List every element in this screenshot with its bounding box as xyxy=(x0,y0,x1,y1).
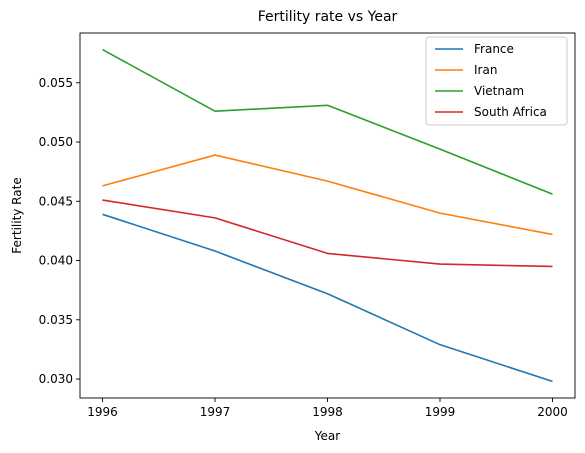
series-line-south-africa xyxy=(102,199,553,268)
y-tick-label: 0.055 xyxy=(39,76,73,90)
x-tick-label: 1997 xyxy=(200,405,231,419)
legend-label: Vietnam xyxy=(474,84,524,98)
y-tick-label: 0.050 xyxy=(39,135,73,149)
y-axis: 0.030 0.035 0.040 0.045 0.050 0.055 xyxy=(39,76,80,386)
x-tick-label: 1998 xyxy=(312,405,343,419)
y-axis-label: Fertility Rate xyxy=(10,177,24,253)
series-line-iran xyxy=(102,154,553,236)
y-tick-label: 0.040 xyxy=(39,254,73,268)
legend-label: Iran xyxy=(474,63,497,77)
legend: France Iran Vietnam South Africa xyxy=(425,36,568,126)
x-tick-label: 1999 xyxy=(425,405,456,419)
x-axis: 1996 1997 1998 1999 2000 xyxy=(87,398,568,419)
x-axis-label: Year xyxy=(314,429,340,443)
chart-title: Fertility rate vs Year xyxy=(258,9,398,25)
series-line-france xyxy=(102,213,553,383)
x-tick-label: 2000 xyxy=(537,405,568,419)
legend-label: France xyxy=(474,42,514,56)
x-tick-label: 1996 xyxy=(87,405,118,419)
y-tick-label: 0.035 xyxy=(39,313,73,327)
y-tick-label: 0.030 xyxy=(39,372,73,386)
y-tick-label: 0.045 xyxy=(39,194,73,208)
legend-label: South Africa xyxy=(474,105,547,119)
series-line-vietnam xyxy=(102,48,553,195)
legend-box xyxy=(425,36,568,126)
